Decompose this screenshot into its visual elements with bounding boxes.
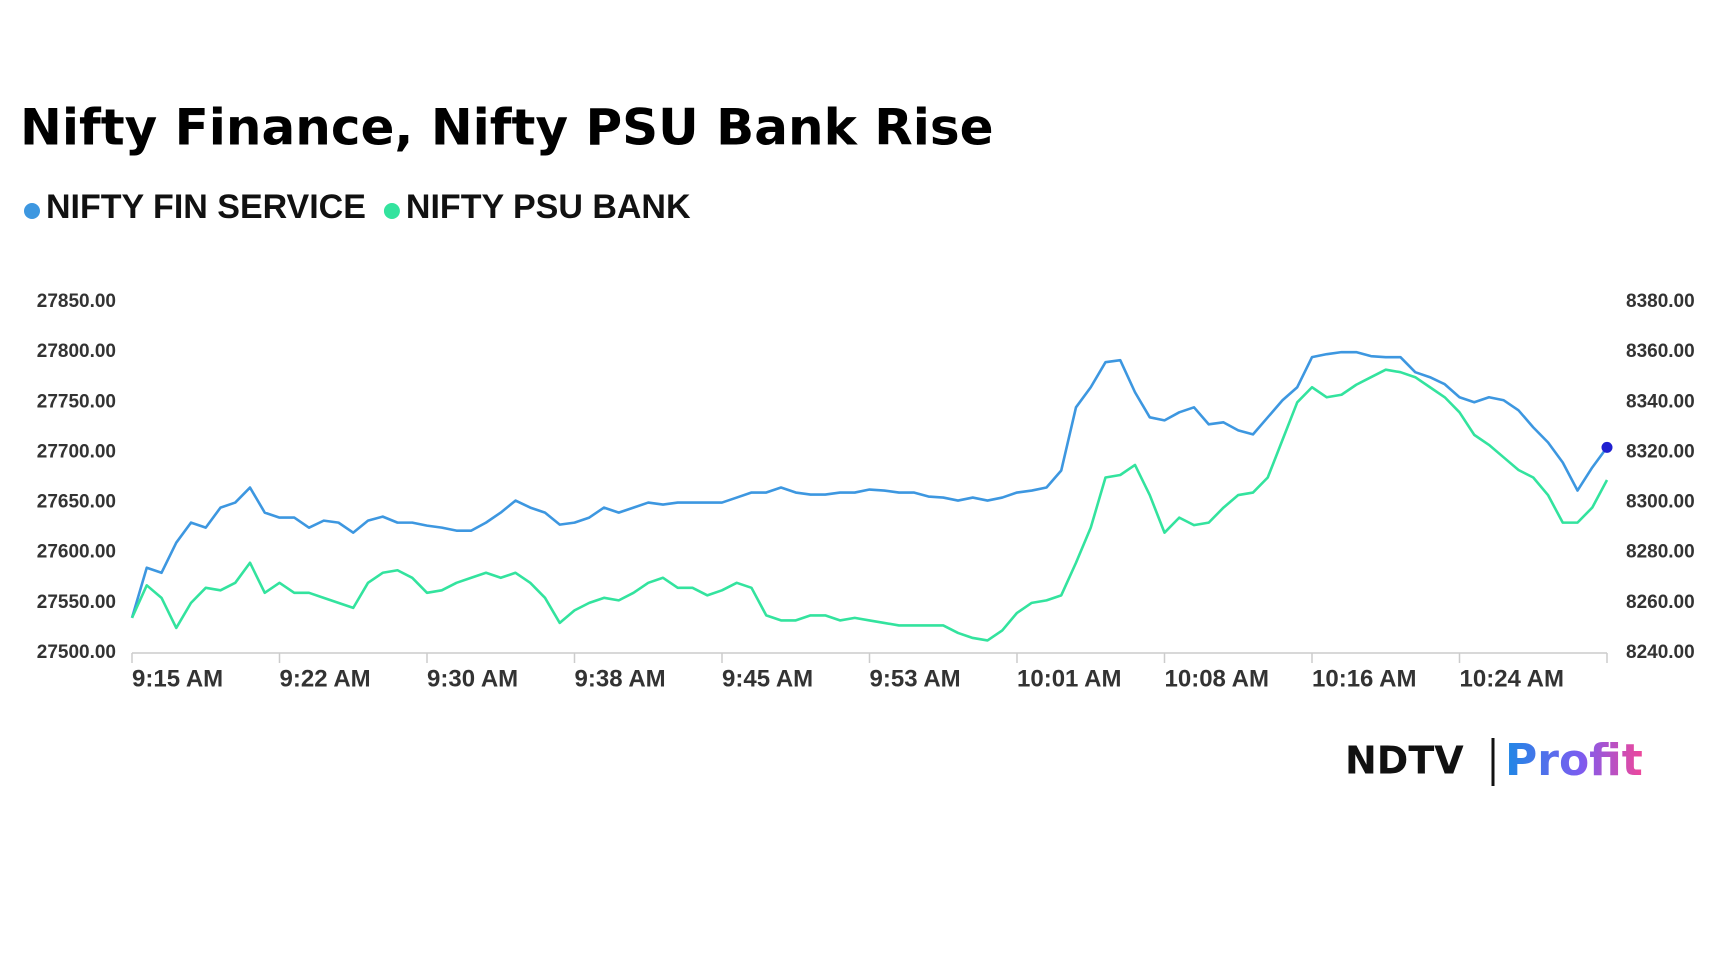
x-tick-label: 10:24 AM — [1460, 665, 1564, 692]
x-tick-label: 9:22 AM — [280, 665, 371, 692]
y2-tick-label: 8320.00 — [1626, 441, 1695, 462]
x-tick-label: 9:45 AM — [722, 665, 813, 692]
x-tick-label: 10:16 AM — [1312, 665, 1416, 692]
chart-title: Nifty Finance, Nifty PSU Bank Rise — [20, 99, 994, 157]
legend-label: NIFTY FIN SERVICE — [46, 188, 366, 226]
y2-tick-label: 8280.00 — [1626, 542, 1695, 563]
legend-label: NIFTY PSU BANK — [406, 188, 691, 226]
x-tick-label: 9:15 AM — [132, 665, 223, 692]
x-tick-label: 9:38 AM — [575, 665, 666, 692]
y2-tick-label: 8360.00 — [1626, 341, 1695, 362]
y-tick-label: 27800.00 — [37, 341, 116, 362]
x-tick-label: 9:53 AM — [870, 665, 961, 692]
x-tick-label: 10:08 AM — [1165, 665, 1269, 692]
y2-tick-label: 8300.00 — [1626, 492, 1695, 513]
x-tick-label: 9:30 AM — [427, 665, 518, 692]
y2-tick-label: 8260.00 — [1626, 592, 1695, 613]
y2-tick-label: 8380.00 — [1626, 291, 1695, 312]
y-tick-label: 27750.00 — [37, 391, 116, 412]
y-tick-label: 27850.00 — [37, 291, 116, 312]
logo: NDTV Profit — [1345, 735, 1643, 786]
y2-tick-label: 8340.00 — [1626, 391, 1695, 412]
y-tick-label: 27650.00 — [37, 492, 116, 513]
y-tick-label: 27500.00 — [37, 642, 116, 663]
end-marker — [1601, 441, 1613, 453]
x-tick-label: 10:01 AM — [1017, 665, 1121, 692]
y-tick-label: 27700.00 — [37, 441, 116, 462]
legend-marker — [383, 203, 400, 219]
legend: NIFTY FIN SERVICE NIFTY PSU BANK — [24, 188, 691, 226]
logo-profit: Profit — [1505, 735, 1643, 786]
series-line — [130, 368, 1609, 642]
y-tick-label: 27550.00 — [37, 592, 116, 613]
y-tick-label: 27600.00 — [37, 542, 116, 563]
y2-tick-label: 8240.00 — [1626, 642, 1695, 663]
series-line — [130, 350, 1609, 619]
logo-ndtv: NDTV — [1345, 739, 1464, 783]
legend-marker — [24, 203, 40, 219]
